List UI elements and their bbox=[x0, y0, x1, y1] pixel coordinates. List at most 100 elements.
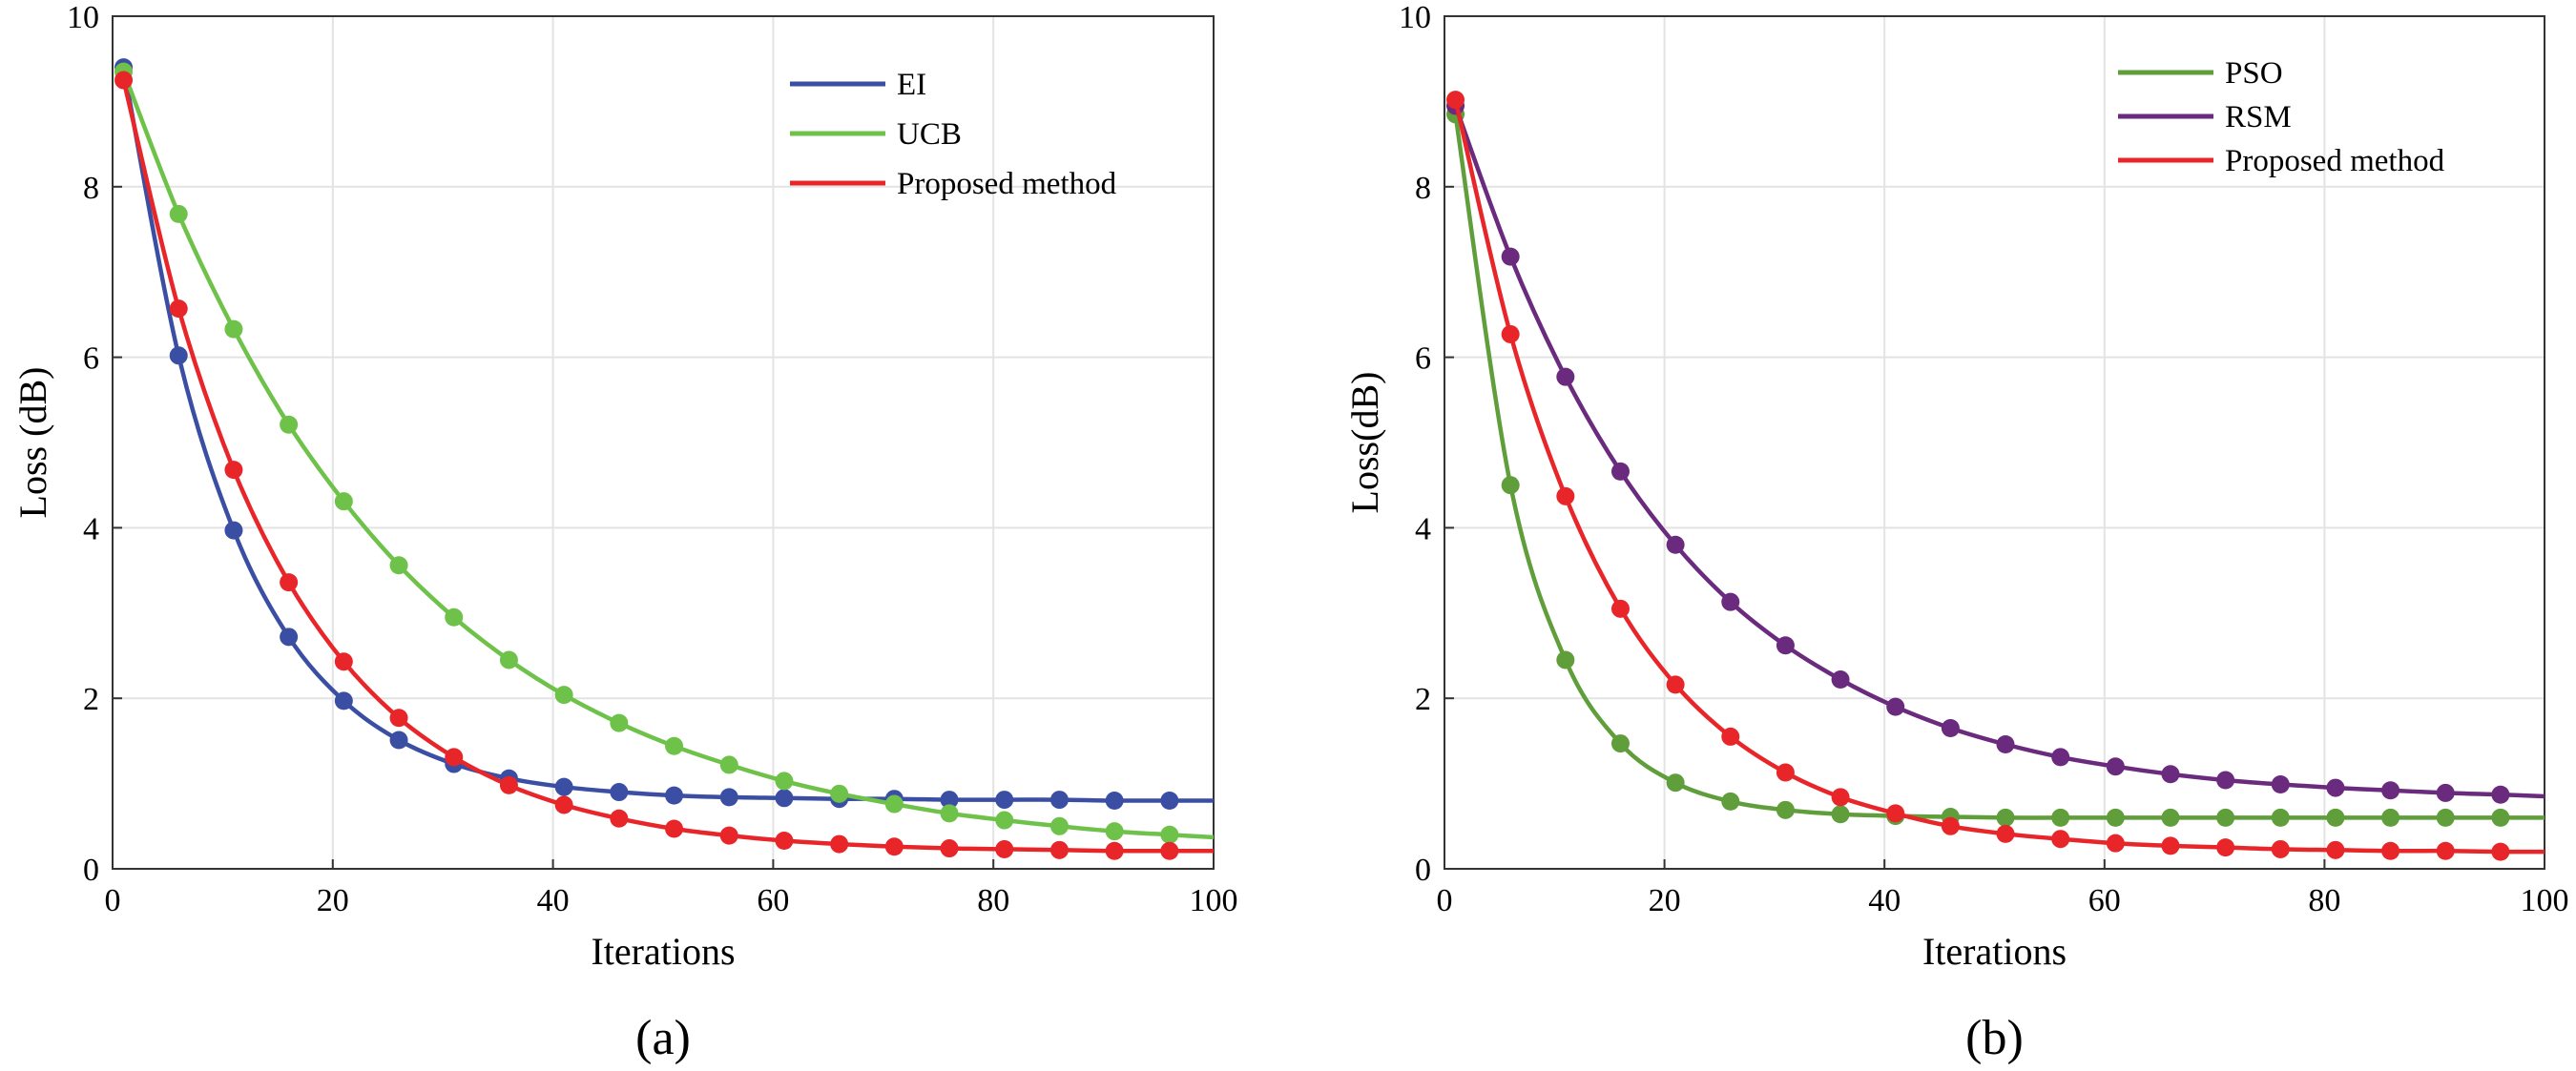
data-point bbox=[1831, 788, 1850, 807]
data-point bbox=[169, 204, 188, 223]
data-point bbox=[1831, 805, 1850, 824]
data-point bbox=[2491, 808, 2510, 827]
data-point bbox=[2161, 836, 2180, 855]
data-point bbox=[1721, 792, 1740, 811]
data-point bbox=[1886, 697, 1905, 716]
y-tick-label: 2 bbox=[83, 682, 99, 717]
x-axis-label: Iterations bbox=[591, 930, 735, 973]
data-point bbox=[1610, 599, 1630, 618]
data-point bbox=[2381, 781, 2400, 800]
x-tick-label: 80 bbox=[977, 883, 1009, 918]
series-line bbox=[1453, 105, 2545, 799]
data-point bbox=[2216, 771, 2235, 790]
data-point bbox=[1776, 800, 1795, 819]
x-tick-label: 40 bbox=[1868, 883, 1901, 918]
data-point bbox=[665, 736, 684, 755]
data-point bbox=[940, 839, 959, 858]
x-tick-label: 80 bbox=[2308, 883, 2340, 918]
data-point bbox=[1776, 636, 1795, 655]
x-tick-label: 100 bbox=[2521, 883, 2569, 918]
data-point bbox=[1105, 841, 1124, 860]
y-tick-label: 4 bbox=[1415, 511, 1431, 546]
legend-label: EI bbox=[897, 68, 926, 102]
data-point bbox=[2436, 808, 2455, 827]
x-tick-label: 60 bbox=[2088, 883, 2121, 918]
series-pso bbox=[1446, 105, 2545, 827]
data-point bbox=[389, 731, 408, 750]
data-point bbox=[2491, 842, 2510, 861]
x-axis-label: Iterations bbox=[1922, 930, 2067, 973]
y-tick-label: 0 bbox=[83, 853, 99, 888]
data-point bbox=[995, 839, 1014, 858]
data-point bbox=[2106, 808, 2125, 827]
x-tick-label: 40 bbox=[537, 883, 570, 918]
data-point bbox=[2106, 757, 2125, 776]
x-tick-label: 60 bbox=[757, 883, 789, 918]
data-point bbox=[1666, 535, 1685, 554]
data-point bbox=[665, 786, 684, 805]
series-proposed-method bbox=[1446, 91, 2545, 861]
data-point bbox=[1941, 718, 1960, 737]
data-point bbox=[445, 608, 464, 627]
data-point bbox=[995, 811, 1014, 830]
data-point bbox=[610, 783, 629, 802]
data-point bbox=[884, 837, 904, 856]
data-point bbox=[1160, 841, 1179, 860]
data-point bbox=[280, 628, 299, 647]
data-point bbox=[2491, 785, 2510, 804]
series-ucb bbox=[114, 62, 1215, 844]
data-point bbox=[2326, 840, 2345, 859]
data-point bbox=[719, 755, 738, 774]
data-point bbox=[389, 556, 408, 575]
data-point bbox=[830, 834, 849, 854]
data-point bbox=[224, 521, 243, 540]
data-point bbox=[169, 299, 188, 319]
data-point bbox=[1160, 825, 1179, 844]
data-point bbox=[1996, 824, 2015, 843]
legend-label: Proposed method bbox=[897, 167, 1117, 201]
ticks: 0 20 40 60 80 100 0 2 4 6 8 10 bbox=[1399, 0, 2569, 918]
data-point bbox=[1446, 91, 1465, 110]
series-proposed-method bbox=[114, 71, 1214, 860]
legend: EI UCB Proposed method bbox=[790, 68, 1117, 201]
series-rsm bbox=[1446, 96, 2545, 804]
x-tick-label: 100 bbox=[1190, 883, 1238, 918]
x-tick-label: 20 bbox=[317, 883, 349, 918]
data-point bbox=[2381, 808, 2400, 827]
data-point bbox=[1721, 592, 1740, 611]
data-point bbox=[2436, 783, 2455, 802]
data-point bbox=[2326, 778, 2345, 797]
data-point bbox=[389, 709, 408, 728]
data-point bbox=[884, 794, 904, 814]
y-tick-label: 10 bbox=[67, 0, 99, 35]
data-point bbox=[1941, 816, 1960, 835]
legend-label: UCB bbox=[897, 117, 962, 152]
data-point bbox=[1556, 486, 1575, 505]
data-point bbox=[445, 748, 464, 767]
data-point bbox=[610, 713, 629, 732]
data-point bbox=[1610, 734, 1630, 753]
data-point bbox=[114, 71, 134, 90]
data-point bbox=[334, 691, 353, 711]
data-point bbox=[1721, 727, 1740, 746]
data-point bbox=[940, 791, 959, 810]
legend-label: RSM bbox=[2225, 100, 2292, 134]
grid bbox=[1444, 16, 2545, 869]
data-point bbox=[499, 775, 518, 794]
data-point bbox=[1556, 367, 1575, 386]
data-point bbox=[1160, 791, 1179, 810]
data-point bbox=[1996, 734, 2015, 753]
data-point bbox=[169, 346, 188, 365]
y-tick-label: 8 bbox=[83, 171, 99, 206]
ticks: 0 20 40 60 80 100 0 2 4 6 8 10 bbox=[67, 0, 1238, 918]
data-point bbox=[2271, 774, 2290, 793]
data-point bbox=[775, 772, 794, 791]
data-point bbox=[554, 686, 573, 705]
data-point bbox=[1501, 247, 1520, 266]
data-point bbox=[2106, 834, 2125, 853]
data-point bbox=[2326, 808, 2345, 827]
data-point bbox=[719, 788, 738, 807]
y-tick-label: 6 bbox=[83, 341, 99, 377]
y-tick-label: 2 bbox=[1415, 682, 1431, 717]
